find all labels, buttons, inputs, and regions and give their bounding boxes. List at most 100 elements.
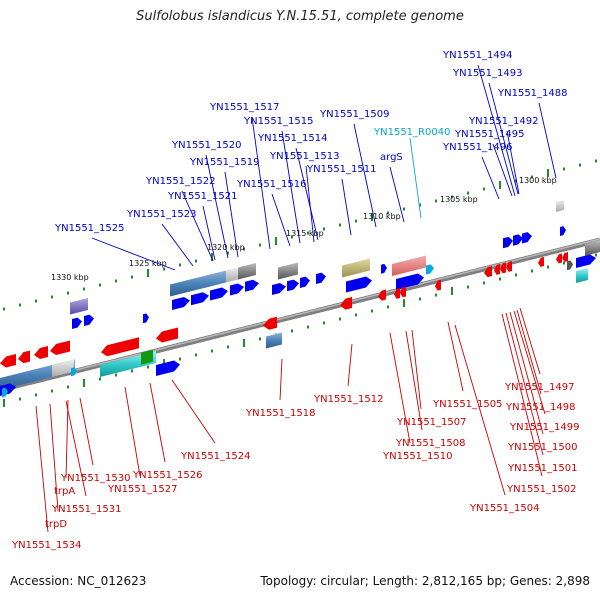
leader-line (477, 64, 516, 197)
feature-box (585, 240, 600, 256)
forward-gene-arrow (272, 283, 286, 295)
feature-box (576, 268, 588, 283)
reverse-gene-arrow (538, 257, 544, 267)
gene-label-forward: YN1551_1494 (442, 50, 513, 61)
leader-line (161, 223, 194, 267)
gene-label-reverse: YN1551_1504 (469, 503, 540, 514)
reverse-gene-arrow (394, 288, 400, 299)
reverse-gene-arrow (556, 253, 562, 264)
leader-line (509, 311, 544, 435)
feature-box (266, 332, 282, 349)
leader-line (389, 166, 405, 223)
gene-label-reverse: YN1551_1505 (432, 399, 503, 410)
gene-label-reverse: YN1551_1500 (507, 442, 578, 453)
leader-line (279, 358, 283, 401)
reverse-gene-arrow (494, 264, 500, 275)
gene-label-reverse: YN1551_1502 (506, 484, 577, 495)
reverse-gene-arrow (435, 279, 441, 291)
feature-box (170, 270, 226, 297)
kbp-label: 1305 kbp (440, 195, 478, 204)
leader-line (79, 397, 94, 466)
leader-line (405, 330, 423, 431)
reverse-gene-arrow (378, 289, 386, 301)
gene-label-forward: YN1551_1488 (497, 88, 568, 99)
gene-label-reverse: YN1551_1530 (60, 473, 131, 484)
gene-label-forward: YN1551_1520 (171, 140, 242, 151)
leader-line (506, 130, 520, 195)
forward-gene-arrow (300, 276, 310, 288)
leader-line (205, 154, 229, 259)
gene-label-reverse: YN1551_1508 (395, 438, 466, 449)
leader-line (281, 130, 301, 244)
gene-label-reverse: YN1551_1534 (11, 540, 82, 551)
leader-line (65, 399, 69, 479)
leader-line (538, 102, 557, 179)
feature-box (278, 262, 298, 280)
reverse-gene-arrow (400, 286, 406, 298)
genome-title: Sulfolobus islandicus Y.N.15.51, complet… (136, 9, 464, 24)
leader-line (347, 343, 353, 387)
gene-label-reverse: YN1551_1531 (51, 504, 122, 515)
reverse-gene-arrow (562, 252, 568, 262)
rna-gene-arrow (2, 387, 8, 398)
leader-line (353, 123, 377, 228)
leader-line (65, 400, 87, 497)
kbp-label: 1310 kbp (363, 212, 401, 221)
leader-line (271, 193, 291, 247)
leader-line (224, 171, 239, 258)
gene-label-forward: YN1551_1509 (319, 109, 390, 120)
reverse-gene-arrow (50, 340, 70, 355)
gene-label-forward: YN1551_1525 (54, 223, 125, 234)
gene-label-reverse: trpD (45, 519, 67, 530)
gene-label-forward: YN1551_1514 (257, 133, 328, 144)
gene-label-reverse: trpA (54, 486, 75, 497)
leader-line (447, 321, 464, 392)
leader-line (513, 310, 546, 415)
gene-label-reverse: YN1551_1507 (396, 417, 467, 428)
forward-gene-arrow (156, 360, 180, 376)
leader-line (305, 165, 315, 243)
kbp-label: 1325 kbp (129, 259, 167, 268)
leader-line (519, 307, 541, 375)
reverse-gene-arrow (263, 316, 277, 330)
gene-label-reverse: YN1551_1499 (509, 422, 580, 433)
leader-line (181, 190, 214, 262)
gene-label-forward: YN1551_1519 (189, 157, 260, 168)
reverse-gene-arrow (506, 261, 512, 272)
forward-gene-arrow (210, 287, 228, 301)
forward-gene-arrow (172, 297, 190, 310)
leader-line (49, 403, 59, 512)
accession-label: Accession: NC_012623 (10, 574, 147, 588)
gene-label-reverse: YN1551_1498 (505, 402, 576, 413)
leader-line (409, 137, 422, 219)
reverse-gene-arrow (500, 262, 506, 274)
leader-line (481, 156, 500, 200)
gene-label-forward: YN1551_1492 (468, 116, 539, 127)
leader-line (149, 382, 166, 463)
reverse-gene-arrow (340, 297, 352, 310)
reverse-gene-arrow (101, 337, 139, 357)
leader-line (516, 309, 542, 395)
leader-line (202, 205, 216, 261)
forward-gene-arrow (346, 276, 372, 293)
rna-gene-arrow (426, 264, 434, 275)
feature-box (52, 359, 74, 377)
leader-line-layer (35, 64, 557, 533)
gene-label-reverse: YN1551_1524 (180, 451, 251, 462)
leader-line (454, 324, 506, 496)
gene-label-reverse: YN1551_1512 (313, 394, 384, 405)
forward-gene-arrow (381, 263, 387, 274)
genome-summary: Topology: circular; Length: 2,812,165 bp… (260, 574, 590, 588)
forward-gene-arrow (576, 254, 596, 268)
leader-line (505, 312, 544, 456)
reverse-gene-arrow (156, 327, 178, 343)
kbp-label: 1315 kbp (286, 229, 324, 238)
forward-gene-arrow (522, 232, 532, 244)
gene-label-forward: YN1551_1496 (442, 142, 513, 153)
leader-line (411, 329, 422, 410)
gene-label-forward: YN1551_1513 (269, 151, 340, 162)
feature-box (238, 263, 256, 280)
leader-line (124, 386, 141, 477)
kbp-label: 1330 kbp (51, 273, 89, 282)
forward-gene-arrow (143, 313, 149, 324)
